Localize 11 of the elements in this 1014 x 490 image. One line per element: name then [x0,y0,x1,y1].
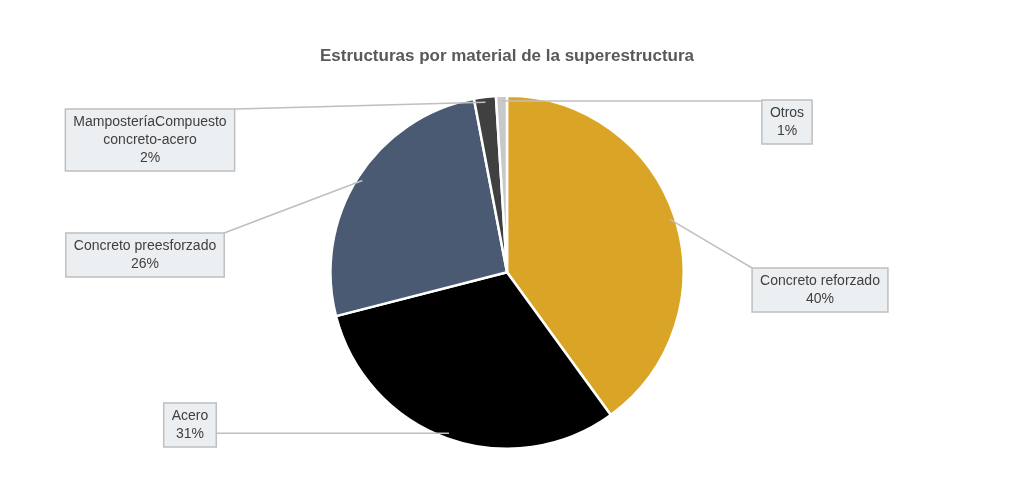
slice-label: Acero [171,406,209,423]
data-label: 26% [130,254,160,271]
chart-title: Estructuras por material de la superestructura [319,45,695,65]
data-label: 2% [139,148,161,165]
data-label: 1% [776,121,798,138]
data-label: 31% [175,424,205,441]
slice-label: MamposteríaCompuesto concreto-acero [73,112,227,147]
slice-label: Concreto preesforzado [73,236,217,253]
slice-label: Concreto reforzado [760,271,881,288]
slice-label: Otros [769,103,805,120]
data-label: 40% [805,289,835,306]
